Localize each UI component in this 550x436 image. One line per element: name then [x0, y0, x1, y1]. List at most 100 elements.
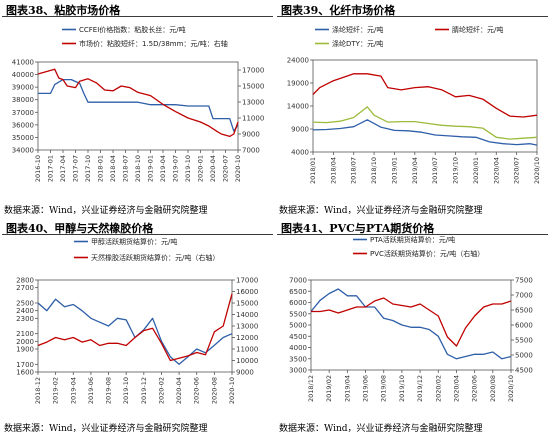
x-tick-label: 2018/07	[350, 157, 358, 184]
y-right-tick-label: 5500	[515, 337, 533, 345]
plot-frame	[37, 279, 233, 373]
x-tick-label: 2019/10	[398, 375, 406, 402]
y-left-tick-label: 2000	[16, 338, 34, 346]
title-divider	[277, 16, 548, 17]
x-tick-label: 2019/06	[362, 375, 370, 402]
y-right-tick-label: 11000	[242, 115, 264, 123]
x-tick-label: 2018/10	[370, 157, 378, 184]
y-left-tick-label: 1900	[16, 346, 34, 354]
source-note: 数据来源：Wind，兴业证券经济与金融研究院整理	[279, 206, 483, 216]
x-tick-label: 2020/04	[452, 375, 460, 402]
x-tick-label: 2020/07	[513, 157, 521, 184]
legend-label: 甲醇活跃期货结算价：元/吨	[91, 237, 177, 246]
y-right-tick-label: 7500	[515, 277, 533, 285]
x-tick-label: 2019-06	[87, 377, 95, 404]
y-left-tick-label: 14000	[287, 103, 309, 111]
x-tick-label: 2018-01	[97, 155, 105, 182]
y-right-tick-label: 12000	[236, 334, 258, 342]
y-right-tick-label: 7000	[242, 147, 260, 155]
x-tick-label: 2018/04	[329, 157, 337, 184]
y-left-tick-label: 9000	[291, 126, 309, 134]
x-tick-label: 2018-07	[122, 155, 130, 182]
y-left-tick-label: 35000	[12, 134, 34, 142]
y-left-tick-label: 36000	[12, 121, 34, 129]
y-left-tick-label: 6000	[289, 299, 307, 307]
x-tick-label: 2020-06	[193, 377, 201, 404]
y-left-tick-label: 2400	[16, 307, 34, 315]
y-right-tick-label: 17000	[242, 67, 264, 75]
chart-title: 图表39、化纤市场价格	[281, 4, 396, 17]
panel-methanol-rubber: 图表40、甲醇与天然橡胶价格 1600 1700 1900 2000 2100 2300 2…	[0, 218, 275, 436]
title-divider	[277, 234, 548, 235]
y-left-tick-label: 24000	[287, 57, 309, 65]
y-right-tick-label: 6000	[515, 322, 533, 330]
y-left-tick-label: 39000	[12, 84, 34, 92]
title-divider	[2, 16, 273, 17]
x-tick-label: 2020-04	[175, 377, 183, 404]
y-right-tick-label: 16000	[236, 288, 258, 296]
x-tick-label: 2020-01	[197, 155, 205, 182]
y-left-tick-label: 2500	[16, 300, 34, 308]
panel-pvc-pta: 图表41、PVC与PTA期货价格 3000 3500 4000 4500 5000 550…	[275, 218, 550, 436]
x-tick-label: 2019/04	[343, 375, 351, 402]
y-right-tick-label: 5000	[515, 352, 533, 360]
legend-label: CCFEI价格指数：粘胶长丝：元/吨	[79, 25, 186, 34]
y-right-tick-label: 13000	[242, 99, 264, 107]
x-tick-label: 2020/02	[434, 375, 442, 402]
y-left-tick-label: 40000	[12, 71, 34, 79]
x-tick-label: 2017-07	[72, 155, 80, 182]
x-tick-label: 2018-12	[34, 377, 42, 404]
series-line	[311, 297, 512, 347]
x-tick-label: 2019/02	[325, 375, 333, 402]
legend-label: 天然橡胶活跃期货结算价：元/吨（右轴）	[91, 253, 219, 262]
y-right-tick-label: 17000	[236, 277, 258, 285]
legend-label: 市场价：粘胶短纤：1.5D/38mm：元/吨：右轴	[79, 39, 228, 48]
series-line	[312, 73, 538, 118]
y-left-tick-label: 37000	[12, 109, 34, 117]
source-note: 数据来源：Wind，兴业证券经济与金融研究院整理	[4, 424, 208, 434]
series-line	[312, 106, 538, 140]
source-note: 数据来源：Wind，兴业证券经济与金融研究院整理	[4, 206, 208, 216]
y-left-tick-label: 2300	[16, 315, 34, 323]
y-right-tick-label: 15000	[242, 83, 264, 91]
x-tick-label: 2019/08	[380, 375, 388, 402]
legend-label: 涤纶短纤：元/吨	[332, 25, 383, 34]
y-right-tick-label: 4500	[515, 367, 533, 375]
x-tick-label: 2019-10	[184, 155, 192, 182]
y-left-tick-label: 19000	[287, 80, 309, 88]
series-line	[310, 288, 512, 360]
series-line	[312, 119, 538, 146]
legend-label: 腈纶短纤：元/吨	[452, 25, 503, 34]
y-right-tick-label: 13000	[236, 323, 258, 331]
y-right-tick-label: 9000	[236, 369, 254, 377]
chart-title: 图表41、PVC与PTA期货价格	[281, 222, 435, 235]
y-right-tick-label: 9000	[242, 131, 260, 139]
x-tick-label: 2019-01	[147, 155, 155, 182]
x-tick-label: 2020/10	[533, 157, 541, 184]
x-tick-label: 2020/08	[489, 375, 497, 402]
x-tick-label: 2017-10	[84, 155, 92, 182]
chart-viscose: 34000 35000 36000 37000 38000 39000 40000 41000…	[12, 25, 265, 182]
y-left-tick-label: 34000	[12, 147, 34, 155]
legend-label: 涤纶DTY：元/吨	[332, 39, 383, 48]
chart-pvc-pta: 3000 3500 4000 4500 5000 5500 6000 6500 7000 4500…	[289, 236, 533, 402]
legend-label: PVC活跃期货结算价：元/吨（右轴）	[370, 249, 484, 258]
plot-frame	[310, 279, 512, 371]
x-tick-label: 2020/01	[472, 157, 480, 184]
x-tick-label: 2019-04	[69, 377, 77, 404]
y-right-tick-label: 6500	[515, 307, 533, 315]
x-tick-label: 2020-10	[228, 377, 236, 404]
y-left-tick-label: 7000	[289, 277, 307, 285]
y-right-tick-label: 7000	[515, 292, 533, 300]
x-tick-label: 2018/12	[307, 375, 315, 402]
x-tick-label: 2017-04	[59, 155, 67, 182]
chart-title: 图表40、甲醇与天然橡胶价格	[6, 222, 154, 235]
y-left-tick-label: 1700	[16, 361, 34, 369]
chart-title: 图表38、粘胶市场价格	[6, 4, 121, 17]
y-left-tick-label: 5000	[289, 322, 307, 330]
x-tick-label: 2020/06	[471, 375, 479, 402]
x-tick-label: 2019/07	[431, 157, 439, 184]
x-tick-label: 2020-10	[234, 155, 242, 182]
x-tick-label: 2019/12	[416, 375, 424, 402]
y-left-tick-label: 4500	[289, 333, 307, 341]
